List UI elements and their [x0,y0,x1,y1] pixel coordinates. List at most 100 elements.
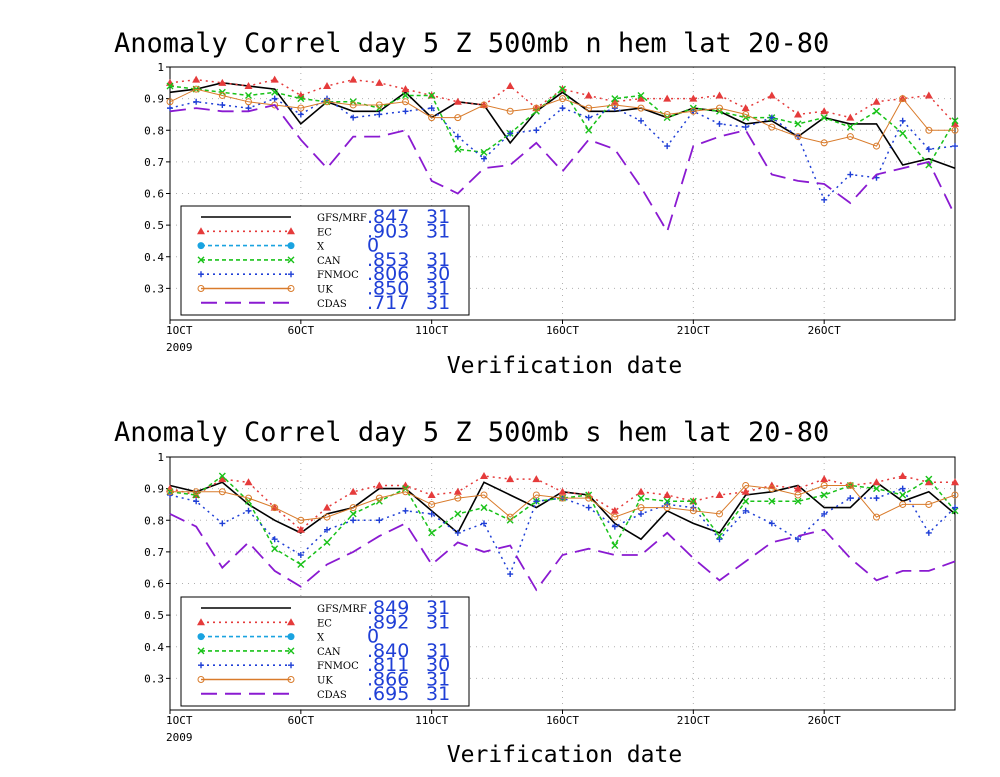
data-point-uk [166,488,174,496]
y-tick-label: 1 [157,61,164,74]
data-point-fnmoc [324,526,330,533]
data-point-fnmoc [376,517,383,524]
data-point-uk [323,98,331,106]
data-point-fnmoc [847,495,854,502]
data-point-fnmoc [507,130,514,137]
legend-series-name: CAN [317,647,341,658]
legend-score: .866 [367,669,409,691]
legend-marker [197,633,205,641]
data-point-uk [402,98,409,106]
data-point-can [873,107,880,115]
data-point-fnmoc [507,571,514,578]
data-point-fnmoc [795,536,801,543]
data-point-can [245,91,252,99]
data-point-uk [454,494,462,502]
data-point-uk [794,133,802,141]
data-point-ec [663,490,672,498]
legend-marker [197,227,205,235]
legend-marker [287,285,295,292]
data-point-ec [663,94,672,102]
legend-count: 31 [426,597,450,619]
data-point-ec [741,104,750,112]
x-tick-label: 26OCT [808,714,841,727]
data-point-fnmoc [376,111,383,118]
data-point-fnmoc [742,124,749,131]
data-point-can [899,491,907,499]
data-point-can [716,532,723,540]
data-point-can [742,497,750,505]
data-point-fnmoc [559,105,566,112]
data-point-uk [375,101,383,109]
data-point-uk [585,494,593,502]
data-point-fnmoc [664,143,671,150]
data-point-uk [506,107,514,115]
data-point-ec [872,97,881,105]
data-point-ec [820,475,829,483]
legend-series-name: FNMOC [317,661,359,672]
data-point-fnmoc [454,529,461,536]
data-point-fnmoc [952,143,958,150]
data-point-fnmoc [428,105,435,112]
legend-series-name: CAN [317,256,341,267]
legend-marker [288,662,294,669]
legend-count: 31 [426,640,450,662]
data-point-fnmoc [821,510,828,517]
y-tick-label: 0.7 [144,156,164,169]
legend-marker [287,633,295,641]
data-point-uk [349,101,357,109]
legend-score: .806 [367,263,409,285]
chart-panel-2: Anomaly Correl day 5 Z 500mb s hem lat 2… [114,417,959,768]
data-point-fnmoc [768,114,775,121]
data-point-can [637,494,645,502]
data-point-uk [166,98,174,106]
data-point-fnmoc [297,111,304,118]
data-point-fnmoc [952,504,958,511]
data-point-ec [767,91,776,99]
data-point-uk [218,488,226,496]
legend-count: 31 [426,278,450,300]
series-line-uk [170,484,956,521]
legend-score: .695 [367,683,409,705]
legend-score: .840 [367,640,409,662]
data-point-fnmoc [350,517,357,524]
series-group [166,75,959,234]
data-point-uk [846,133,854,141]
legend-score: 0 [367,235,379,257]
data-point-can [585,126,593,134]
data-point-uk [532,104,540,112]
data-point-fnmoc [821,196,828,203]
y-tick-label: 0.3 [144,672,164,685]
data-point-ec [898,471,907,479]
legend-marker [288,271,294,278]
data-point-uk [428,114,436,122]
data-point-fnmoc [193,98,200,105]
data-point-ec [244,81,253,89]
data-point-uk [951,126,959,134]
data-point-uk [873,142,880,150]
data-point-can [323,538,331,546]
data-point-fnmoc [402,507,409,514]
x-tick-label: 11OCT [415,324,448,337]
data-point-can [428,91,436,99]
data-point-uk [402,488,409,496]
data-point-ec [741,487,750,495]
data-point-uk [768,485,776,493]
data-point-ec [375,481,384,489]
legend-series-name: GFS/MRF [317,604,367,615]
data-point-ec [951,478,959,486]
data-point-fnmoc [638,117,644,124]
data-point-fnmoc [271,95,278,102]
data-point-ec [715,490,724,498]
legend-score: .849 [367,597,409,619]
x-axis-label: Verification date [447,353,682,379]
y-tick-label: 0.8 [144,514,164,527]
y-tick-label: 0.8 [144,124,164,137]
data-point-uk [297,104,305,112]
legend-count: 31 [426,220,450,242]
data-point-uk [846,481,854,489]
data-point-uk [951,491,959,499]
data-point-fnmoc [481,520,487,527]
data-point-uk [480,491,488,499]
data-point-can [480,148,488,156]
legend-series-name: FNMOC [317,270,359,281]
